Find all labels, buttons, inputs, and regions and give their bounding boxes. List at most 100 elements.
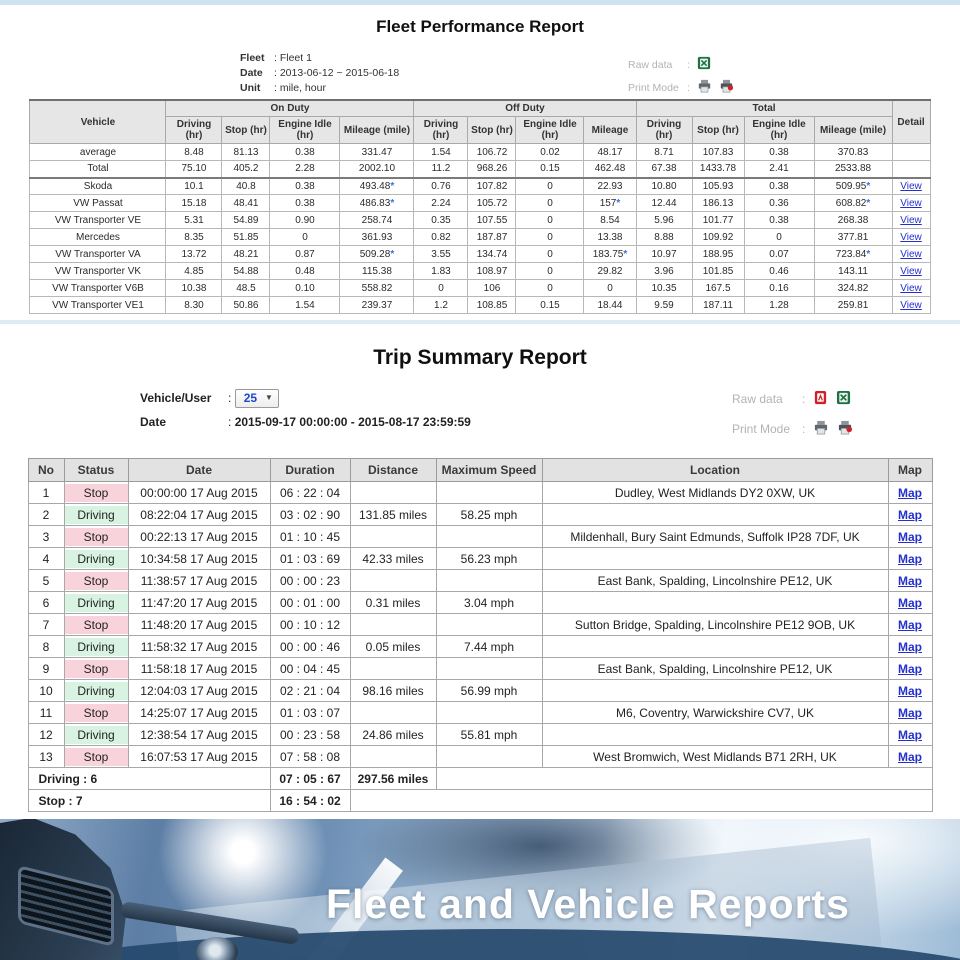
- status-badge: Stop: [64, 615, 128, 634]
- col-header-vehicle: Vehicle: [29, 99, 167, 144]
- colon: :: [802, 392, 806, 406]
- map-link[interactable]: Map: [898, 617, 922, 632]
- printer-color-icon[interactable]: [719, 79, 734, 96]
- value-cell: 183.75*: [583, 245, 637, 263]
- map-link[interactable]: Map: [898, 705, 922, 720]
- value-cell: 0.48: [269, 262, 341, 280]
- value-cell: 1433.78: [691, 160, 745, 179]
- excel-export-icon[interactable]: [836, 390, 851, 408]
- trip-status-cell: Driving: [63, 591, 129, 614]
- map-link[interactable]: Map: [898, 683, 922, 698]
- view-link[interactable]: View: [900, 214, 922, 226]
- map-link[interactable]: Map: [898, 507, 922, 522]
- value-cell: 462.48: [583, 160, 637, 179]
- trip-no-cell: 12: [27, 723, 65, 746]
- fleet-value: Fleet 1: [279, 52, 312, 64]
- value-cell: 1.54: [269, 296, 341, 314]
- footer-duration-cell: 16 : 54 : 02: [269, 789, 351, 812]
- vehicle-name-cell: Mercedes: [29, 228, 167, 246]
- value-cell: 143.11: [813, 262, 893, 280]
- trip-status-cell: Stop: [63, 701, 129, 724]
- trip-print-mode-label: Print Mode: [732, 422, 791, 436]
- view-link[interactable]: View: [900, 299, 922, 311]
- vehicle-name-cell: VW Transporter VE: [29, 211, 167, 229]
- map-link[interactable]: Map: [898, 485, 922, 500]
- map-link[interactable]: Map: [898, 529, 922, 544]
- detail-cell: View: [891, 211, 931, 229]
- pdf-export-icon[interactable]: [813, 390, 828, 408]
- vehicle-name-cell: VW Transporter VA: [29, 245, 167, 263]
- trip-date-cell: 12:04:03 17 Aug 2015: [127, 679, 271, 702]
- printer-color-icon[interactable]: [837, 420, 853, 438]
- trip-row: 2 Driving 08:22:04 17 Aug 2015 03 : 02 : 90…: [27, 503, 933, 526]
- value-cell: 105.93: [691, 177, 745, 195]
- trip-status-cell: Driving: [63, 679, 129, 702]
- map-link[interactable]: Map: [898, 639, 922, 654]
- view-link[interactable]: View: [900, 180, 922, 192]
- table-row: VW Transporter VK 4.85 54.88 0.48 115.38 1.83…: [29, 262, 931, 280]
- detail-cell: View: [891, 228, 931, 246]
- map-link[interactable]: Map: [898, 749, 922, 764]
- trip-distance-cell: 131.85 miles: [349, 503, 437, 526]
- trip-speed-cell: [435, 481, 543, 504]
- trip-date-cell: 00:22:13 17 Aug 2015: [127, 525, 271, 548]
- map-link[interactable]: Map: [898, 727, 922, 742]
- view-link[interactable]: View: [900, 197, 922, 209]
- value-cell: 48.21: [221, 245, 271, 263]
- value-cell: 723.84*: [813, 245, 893, 263]
- excel-export-icon[interactable]: [697, 56, 711, 73]
- value-cell: 0.38: [743, 143, 815, 161]
- trip-row: 1 Stop 00:00:00 17 Aug 2015 06 : 22 : 04 Dud…: [27, 481, 933, 504]
- detail-cell: View: [891, 194, 931, 212]
- trip-no-cell: 5: [27, 569, 65, 592]
- sub-col-header: Driving (hr): [165, 116, 223, 144]
- view-link[interactable]: View: [900, 231, 922, 243]
- vehicle-user-select[interactable]: 25 ▼: [234, 388, 279, 408]
- value-cell: 8.88: [635, 228, 693, 246]
- colon: :: [802, 422, 806, 436]
- vehicle-name-cell: VW Transporter VE1: [29, 296, 167, 314]
- value-cell: 0.02: [515, 143, 585, 161]
- printer-icon[interactable]: [813, 420, 829, 438]
- footer-label-cell: Stop : 7: [27, 789, 271, 812]
- fleet-label: Fleet: [240, 52, 265, 64]
- view-link[interactable]: View: [900, 248, 922, 260]
- unit-value: mile, hour: [279, 82, 326, 94]
- value-cell: 18.44: [583, 296, 637, 314]
- value-cell: 2.41: [743, 160, 815, 179]
- trip-map-cell: Map: [887, 481, 933, 504]
- value-cell: 12.44: [635, 194, 693, 212]
- trip-no-cell: 4: [27, 547, 65, 570]
- value-cell: 509.95*: [813, 177, 893, 195]
- footer-duration-cell: 07 : 05 : 67: [269, 767, 351, 790]
- value-cell: 109.92: [691, 228, 745, 246]
- value-cell: 10.80: [635, 177, 693, 195]
- trip-row: 6 Driving 11:47:20 17 Aug 2015 00 : 01 : 00…: [27, 591, 933, 614]
- trip-duration-cell: 06 : 22 : 04: [269, 481, 351, 504]
- view-link[interactable]: View: [900, 265, 922, 277]
- trip-duration-cell: 00 : 01 : 00: [269, 591, 351, 614]
- trip-map-cell: Map: [887, 745, 933, 768]
- value-cell: 509.28*: [339, 245, 415, 263]
- printer-icon[interactable]: [697, 79, 712, 96]
- map-link[interactable]: Map: [898, 595, 922, 610]
- trip-distance-cell: [349, 657, 437, 680]
- value-cell: 187.11: [691, 296, 745, 314]
- value-cell: 1.2: [413, 296, 469, 314]
- view-link[interactable]: View: [900, 282, 922, 294]
- value-cell: 493.48*: [339, 177, 415, 195]
- top-accent-strip: [0, 0, 960, 5]
- map-link[interactable]: Map: [898, 661, 922, 676]
- value-cell: 10.38: [165, 279, 223, 297]
- footnote-star: *: [866, 197, 871, 209]
- trip-date-cell: 11:48:20 17 Aug 2015: [127, 613, 271, 636]
- map-link[interactable]: Map: [898, 551, 922, 566]
- trip-date-cell: 14:25:07 17 Aug 2015: [127, 701, 271, 724]
- map-link[interactable]: Map: [898, 573, 922, 588]
- status-badge: Stop: [64, 747, 128, 766]
- trip-map-cell: Map: [887, 503, 933, 526]
- trip-no-cell: 1: [27, 481, 65, 504]
- trip-no-cell: 11: [27, 701, 65, 724]
- status-badge: Driving: [64, 549, 128, 568]
- value-cell: 106: [467, 279, 517, 297]
